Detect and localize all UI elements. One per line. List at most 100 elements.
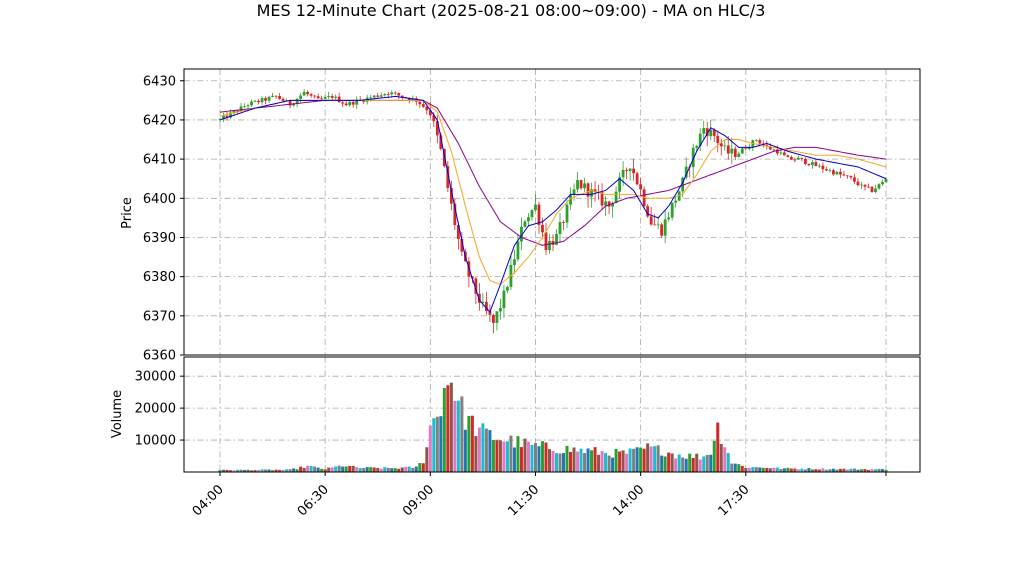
volume-bar — [425, 447, 429, 472]
volume-bar — [849, 468, 853, 472]
volume-bar — [456, 400, 460, 472]
volume-bar — [831, 468, 835, 472]
candle-body — [660, 224, 664, 236]
candle-body — [449, 187, 453, 204]
price-y-tick-label: 6390 — [143, 231, 176, 246]
ma-mid-line — [219, 99, 887, 286]
volume-bar — [702, 456, 706, 472]
volume-bar — [463, 429, 467, 472]
candle-body — [271, 95, 274, 97]
volume-bar — [866, 469, 870, 472]
volume-bar — [653, 446, 657, 472]
candle-body — [439, 135, 443, 149]
candle-body — [239, 106, 243, 112]
x-tick-label: 11:30 — [505, 482, 542, 519]
candle-body — [881, 182, 884, 185]
volume-bar — [236, 469, 240, 472]
candle-body — [583, 183, 586, 189]
volume-bar — [467, 415, 471, 472]
candle-body — [527, 217, 530, 222]
candle-body — [803, 158, 807, 164]
price-moving-averages — [219, 95, 887, 313]
volume-bar — [474, 436, 478, 472]
volume-bar — [782, 468, 786, 472]
volume-bar — [372, 467, 376, 472]
candle-body — [863, 184, 867, 187]
volume-bar — [439, 416, 443, 472]
price-candles — [218, 89, 888, 334]
candle-body — [667, 217, 671, 220]
volume-bar — [239, 469, 243, 472]
volume-bar — [523, 438, 527, 472]
candle-body — [257, 100, 260, 103]
volume-bar — [618, 451, 622, 472]
volume-bar — [807, 468, 811, 472]
volume-bar — [646, 443, 650, 472]
candle-body — [460, 238, 464, 252]
volume-bar — [593, 447, 597, 472]
volume-bar — [376, 467, 380, 472]
candle-body — [635, 173, 639, 185]
volume-bar — [726, 453, 730, 472]
volume-bar — [509, 435, 513, 472]
candle-body — [232, 110, 236, 113]
candle-body — [320, 98, 324, 100]
price-y-tick-label: 6360 — [143, 349, 176, 364]
candle-body — [327, 96, 331, 97]
candle-body — [737, 153, 741, 157]
volume-bar — [751, 467, 755, 472]
volume-bar — [625, 453, 629, 472]
candle-body — [376, 95, 380, 97]
volume-bar — [491, 440, 495, 472]
volume-bar — [530, 445, 534, 472]
volume-bar — [505, 441, 509, 472]
candle-body — [656, 224, 660, 226]
volume-y-ticks: 10000 20000 30000 — [135, 370, 184, 449]
candle-body — [681, 177, 685, 192]
candle-body — [625, 170, 629, 172]
volume-bar — [796, 469, 800, 472]
volume-bar — [369, 467, 373, 472]
candle-body — [733, 148, 737, 157]
volume-bar — [639, 447, 643, 472]
candle-body — [541, 224, 544, 233]
candle-body — [646, 206, 650, 217]
volume-bar — [516, 436, 520, 472]
candle-body — [846, 175, 849, 177]
volume-bar — [863, 469, 867, 472]
volume-bar — [667, 452, 671, 472]
candle-body — [236, 110, 239, 112]
volume-bar — [663, 456, 667, 472]
volume-bar — [288, 469, 292, 472]
candle-body — [383, 94, 387, 96]
volume-bar — [323, 469, 327, 472]
volume-bar — [842, 468, 846, 472]
volume-bar — [547, 449, 551, 472]
candle-body — [397, 93, 401, 96]
candle-body — [316, 96, 320, 99]
volume-bar — [253, 470, 257, 472]
candle-body — [243, 106, 246, 108]
volume-bar — [670, 453, 674, 472]
volume-bar — [754, 467, 758, 472]
volume-bar — [870, 469, 874, 472]
volume-bar — [383, 467, 387, 472]
candle-body — [386, 94, 390, 95]
candle-body — [716, 135, 720, 144]
volume-bar — [488, 430, 492, 472]
candle-body — [267, 96, 271, 101]
volume-bar — [558, 453, 562, 472]
volume-y-tick-label: 30000 — [135, 370, 176, 385]
candle-body — [747, 147, 751, 150]
volume-bar — [705, 454, 709, 472]
candle-body — [744, 148, 748, 150]
volume-bar — [859, 469, 863, 472]
candle-body — [544, 232, 548, 251]
volume-bar — [614, 448, 618, 472]
volume-bar — [362, 468, 366, 472]
volume-bar — [519, 447, 523, 472]
volume-bar — [660, 455, 664, 472]
volume-bar — [817, 469, 821, 472]
candle-body — [306, 91, 310, 95]
candle-body — [558, 222, 562, 235]
